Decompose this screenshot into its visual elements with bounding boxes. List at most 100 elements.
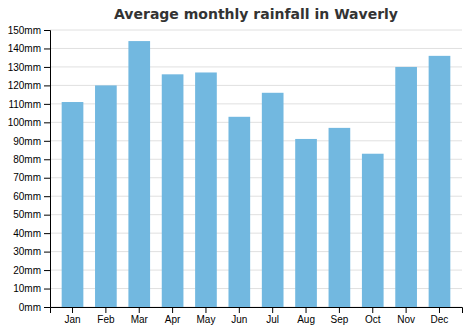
tick: Nov xyxy=(397,307,415,325)
plot-area: 0mm 10mm 20mm 30mm 40mm 50mm 60mm 70mm 80mm 90mm 1… xyxy=(8,25,463,325)
tick-mark xyxy=(44,307,50,308)
bar xyxy=(195,72,217,307)
tick-mark xyxy=(44,122,50,123)
tick: 100mm xyxy=(8,117,50,128)
tick-mark xyxy=(44,141,50,142)
chart: 0mm 10mm 20mm 30mm 40mm 50mm 60mm 70mm 80mm 90mm 1… xyxy=(0,0,474,331)
tick-label: 130mm xyxy=(8,62,41,73)
tick: 10mm xyxy=(13,283,50,294)
x-axis: Jan Feb Mar Apr May Jun Jul Aug Sep Oct Nov Dec xyxy=(51,307,463,325)
grid-line xyxy=(50,30,462,31)
bar xyxy=(95,85,117,307)
tick: Dec xyxy=(431,307,449,325)
title: Average monthly rainfall in Waverly xyxy=(114,6,398,22)
tick: 120mm xyxy=(8,80,50,91)
bar xyxy=(162,74,184,307)
tick-label: 10mm xyxy=(13,283,41,294)
tick-label: 120mm xyxy=(8,80,41,91)
tick: Jan xyxy=(64,307,80,325)
tick-label: 40mm xyxy=(13,228,41,239)
tick: 90mm xyxy=(13,136,50,147)
tick: Mar xyxy=(131,307,149,325)
tick: Oct xyxy=(365,307,381,325)
tick-mark xyxy=(339,307,340,313)
bar xyxy=(262,93,284,307)
tick-mark xyxy=(44,30,50,31)
tick-label: 60mm xyxy=(13,191,41,202)
tick-label: Oct xyxy=(365,314,381,325)
tick: May xyxy=(197,307,216,325)
tick-label: 150mm xyxy=(8,25,41,36)
tick-mark xyxy=(44,233,50,234)
tick-label: Jul xyxy=(266,314,279,325)
tick-label: Mar xyxy=(131,314,149,325)
tick-mark xyxy=(239,307,240,313)
bar xyxy=(295,139,317,307)
tick-mark xyxy=(172,307,173,313)
tick-label: Sep xyxy=(331,314,349,325)
tick-mark xyxy=(44,215,50,216)
bar xyxy=(395,67,417,307)
tick-label: Feb xyxy=(97,314,115,325)
tick: Aug xyxy=(297,307,315,325)
bar xyxy=(228,117,250,307)
grid-line xyxy=(50,48,462,49)
tick: 140mm xyxy=(8,43,50,54)
tick-mark xyxy=(105,307,106,313)
bars xyxy=(62,41,451,307)
tick-label: 140mm xyxy=(8,43,41,54)
tick: 30mm xyxy=(13,246,50,257)
tick-label: 110mm xyxy=(8,99,41,110)
tick-label: 70mm xyxy=(13,172,41,183)
tick: 110mm xyxy=(8,99,50,110)
tick: 0mm xyxy=(19,302,50,313)
tick-mark xyxy=(44,252,50,253)
tick-mark xyxy=(44,196,50,197)
tick-label: Dec xyxy=(431,314,449,325)
tick-mark xyxy=(44,48,50,49)
tick-label: 50mm xyxy=(13,209,41,220)
tick: 50mm xyxy=(13,209,50,220)
tick: 70mm xyxy=(13,172,50,183)
tick-label: 100mm xyxy=(8,117,41,128)
tick-label: 0mm xyxy=(19,302,41,313)
grid xyxy=(50,30,462,307)
tick: Feb xyxy=(97,307,115,325)
tick-mark xyxy=(44,104,50,105)
bar xyxy=(429,56,451,307)
tick: 130mm xyxy=(8,62,50,73)
tick: 150mm xyxy=(8,25,50,36)
tick-mark xyxy=(72,307,73,313)
tick-mark xyxy=(205,307,206,313)
bar xyxy=(329,128,351,307)
tick-label: Aug xyxy=(297,314,315,325)
tick-mark xyxy=(139,307,140,313)
tick-label: 80mm xyxy=(13,154,41,165)
tick: Apr xyxy=(165,307,181,325)
tick: 20mm xyxy=(13,265,50,276)
tick-mark xyxy=(44,178,50,179)
tick-mark xyxy=(272,307,273,313)
tick-mark xyxy=(44,270,50,271)
tick: 40mm xyxy=(13,228,50,239)
tick-mark xyxy=(406,307,407,313)
tick: 80mm xyxy=(13,154,50,165)
tick: Sep xyxy=(331,307,349,325)
tick-label: 90mm xyxy=(13,136,41,147)
axis-line xyxy=(44,31,51,308)
tick-mark xyxy=(44,67,50,68)
tick-label: Jun xyxy=(231,314,247,325)
tick: 60mm xyxy=(13,191,50,202)
axis-line xyxy=(51,308,463,314)
tick-label: Apr xyxy=(165,314,181,325)
y-axis: 0mm 10mm 20mm 30mm 40mm 50mm 60mm 70mm 80mm 90mm 1… xyxy=(8,25,51,313)
tick-mark xyxy=(44,289,50,290)
bar xyxy=(128,41,150,307)
tick-mark xyxy=(44,159,50,160)
tick-label: 20mm xyxy=(13,265,41,276)
tick-mark xyxy=(44,85,50,86)
tick: Jul xyxy=(266,307,279,325)
tick-mark xyxy=(306,307,307,313)
tick-label: 30mm xyxy=(13,246,41,257)
tick-mark xyxy=(439,307,440,313)
